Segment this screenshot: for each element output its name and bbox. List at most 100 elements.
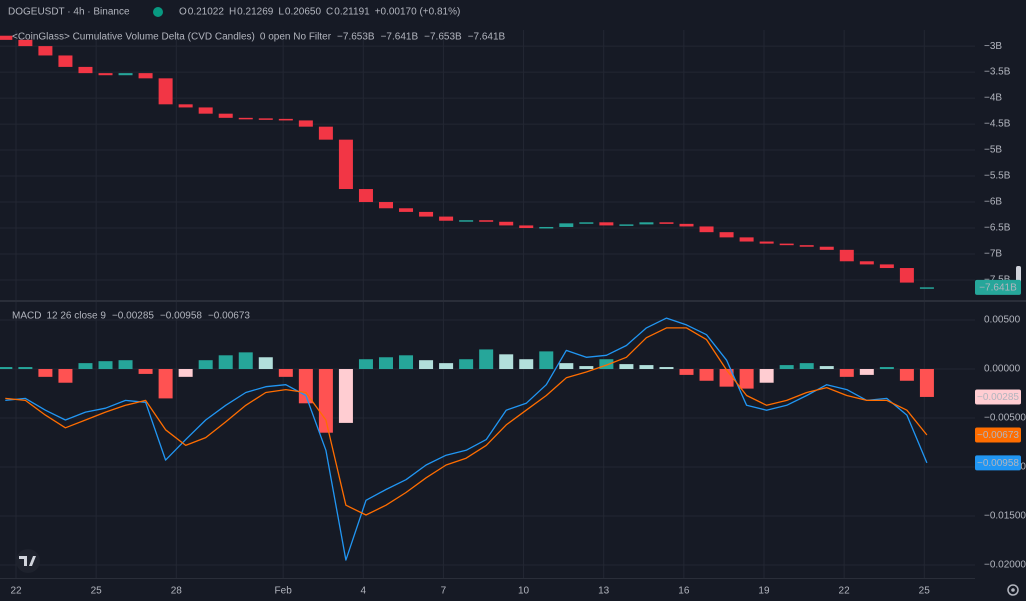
candle-body <box>899 268 914 283</box>
histogram-bar <box>639 365 654 370</box>
candle-body <box>819 246 834 250</box>
histogram-bar <box>358 359 373 370</box>
histogram-bar <box>178 369 193 377</box>
y-tick-label: −0.01500 <box>984 511 1026 522</box>
candle-body <box>278 118 293 121</box>
y-tick-label: −6B <box>984 197 1002 208</box>
last-value-tag <box>975 279 1021 295</box>
histogram-bar <box>198 360 213 370</box>
histogram-bar <box>599 359 614 370</box>
histogram-bar <box>258 357 273 370</box>
candle-body <box>158 78 173 105</box>
last-value-tag <box>975 427 1021 443</box>
histogram-bar <box>318 369 333 433</box>
histogram-bar <box>278 369 293 377</box>
y-tick-label: 0.00500 <box>984 315 1021 326</box>
candle-body <box>859 261 874 265</box>
indicator-value: −0.00673 <box>208 311 250 322</box>
candle-body <box>18 39 33 47</box>
histogram-bar <box>38 369 53 377</box>
histogram-bar <box>899 369 914 381</box>
y-tick-label: −4.5B <box>984 119 1011 130</box>
x-tick-label: Feb <box>275 586 293 597</box>
indicator-line <box>5 327 928 516</box>
tradingview-logo <box>16 549 40 573</box>
histogram-bar <box>0 367 13 370</box>
x-tick-label: 13 <box>598 586 610 597</box>
x-tick-label: 22 <box>839 586 851 597</box>
ohlc-key: C <box>326 7 333 18</box>
x-tick-label: 4 <box>361 586 367 597</box>
candle-body <box>839 249 854 262</box>
candle-body <box>699 226 714 233</box>
histogram-bar <box>579 366 594 370</box>
histogram-bar <box>218 355 233 370</box>
indicator-value: −7.641B <box>381 32 419 43</box>
indicator-title: <CoinGlass> Cumulative Volume Delta (CVD… <box>12 32 255 43</box>
histogram-bar <box>58 369 73 383</box>
candle-body <box>258 118 273 120</box>
candle-body <box>318 126 333 140</box>
indicator-value: −0.00285 <box>112 311 154 322</box>
histogram-bar <box>238 352 253 370</box>
indicator-title: MACD <box>12 311 41 322</box>
histogram-bar <box>158 369 173 399</box>
candle-body <box>138 73 153 79</box>
candle-body <box>679 223 694 227</box>
grid-layer <box>0 30 975 578</box>
histogram-bar <box>519 359 534 370</box>
histogram-bar <box>659 367 674 370</box>
histogram-bar <box>338 369 353 423</box>
histogram-bar <box>399 355 414 370</box>
candle-body <box>719 232 734 238</box>
last-value-label: −7.641B <box>979 282 1017 293</box>
histogram-bar <box>18 367 33 370</box>
candle-body <box>178 104 193 108</box>
x-tick-label: 22 <box>10 586 22 597</box>
candle-body <box>739 237 754 242</box>
candle-body <box>519 225 534 229</box>
candle-body <box>759 241 774 244</box>
histogram-bar <box>779 365 794 370</box>
candle-body <box>298 120 313 127</box>
candle-body <box>599 222 614 226</box>
marks-layer <box>0 35 934 561</box>
x-tick-label: 16 <box>678 586 690 597</box>
candle-body <box>38 46 53 56</box>
histogram-bar <box>499 354 514 370</box>
histogram-bar <box>459 359 474 370</box>
ohlc-key: L <box>278 7 284 18</box>
ohlc-key: H <box>229 7 236 18</box>
indicator-value: −7.653B <box>337 32 375 43</box>
histogram-bar <box>679 369 694 375</box>
y-tick-label: −4B <box>984 93 1002 104</box>
histogram-bar <box>298 369 313 404</box>
histogram-bar <box>739 369 754 389</box>
histogram-bar <box>479 349 494 370</box>
histogram-bar <box>619 364 634 370</box>
histogram-bar <box>859 369 874 375</box>
histogram-bar <box>439 363 454 370</box>
candle-body <box>0 35 13 40</box>
y-tick-label: −5B <box>984 145 1002 156</box>
x-tick-label: 25 <box>91 586 103 597</box>
ohlc-value: 0.21269 <box>237 7 274 18</box>
candle-body <box>198 107 213 114</box>
settings-button[interactable] <box>1007 584 1019 596</box>
candle-body <box>559 223 574 227</box>
candle-body <box>539 226 554 229</box>
histogram-bar <box>419 360 434 370</box>
candle-body <box>479 220 494 222</box>
histogram-bar <box>98 361 113 370</box>
y-tick-label: −7B <box>984 249 1002 260</box>
x-tick-label: 19 <box>758 586 770 597</box>
indicator-value: −0.00958 <box>160 311 202 322</box>
candle-body <box>579 222 594 224</box>
indicator-value: −7.653B <box>424 32 462 43</box>
candle-body <box>499 221 514 226</box>
candle-body <box>879 264 894 269</box>
x-tick-label: 10 <box>518 586 530 597</box>
indicator-params: 0 open No Filter <box>260 32 332 43</box>
histogram-bar <box>759 369 774 383</box>
histogram-bar <box>378 357 393 370</box>
